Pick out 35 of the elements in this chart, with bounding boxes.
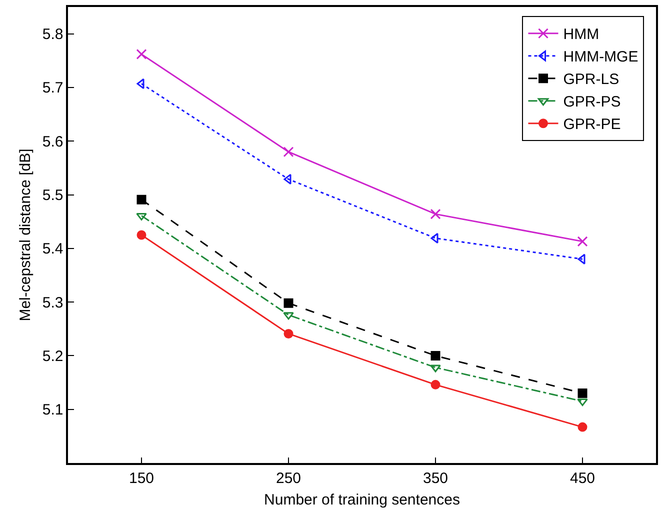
point: [136, 194, 146, 204]
point: [430, 364, 441, 372]
y-tick-label: 5.4: [42, 240, 64, 258]
x-tick-label: 450: [570, 470, 596, 487]
y-tick-label: 5.1: [42, 402, 64, 419]
y-tick-label: 5.3: [42, 294, 64, 312]
legend-label: HMM: [563, 26, 600, 44]
x-axis-title: Number of training sentences: [264, 491, 460, 508]
point: [136, 48, 147, 60]
point: [430, 350, 440, 360]
point: [577, 236, 588, 247]
legend-label: GPR-PE: [563, 116, 621, 134]
point: [283, 146, 294, 158]
y-tick-label: 5.7: [42, 80, 64, 97]
point: [136, 212, 147, 220]
y-tick-label: 5.5: [42, 187, 64, 204]
point: [577, 398, 588, 406]
legend-label: GPR-LS: [563, 71, 620, 88]
point: [284, 328, 294, 338]
point: [430, 380, 440, 390]
x-tick-label: 150: [128, 470, 154, 487]
point: [136, 230, 146, 240]
point: [283, 312, 294, 320]
y-tick-label: 5.8: [42, 26, 64, 44]
x-tick-label: 350: [422, 470, 448, 487]
point: [578, 422, 588, 432]
point: [578, 388, 588, 398]
y-tick-label: 5.2: [42, 348, 64, 365]
y-axis-title: Mel-cepstral distance [dB]: [17, 148, 34, 322]
y-tick-label: 5.6: [42, 133, 64, 150]
legend-label: GPR-PS: [563, 94, 621, 111]
x-tick-label: 250: [276, 470, 302, 487]
point: [430, 208, 441, 220]
point: [284, 298, 294, 308]
legend-label: HMM-MGE: [563, 48, 638, 66]
